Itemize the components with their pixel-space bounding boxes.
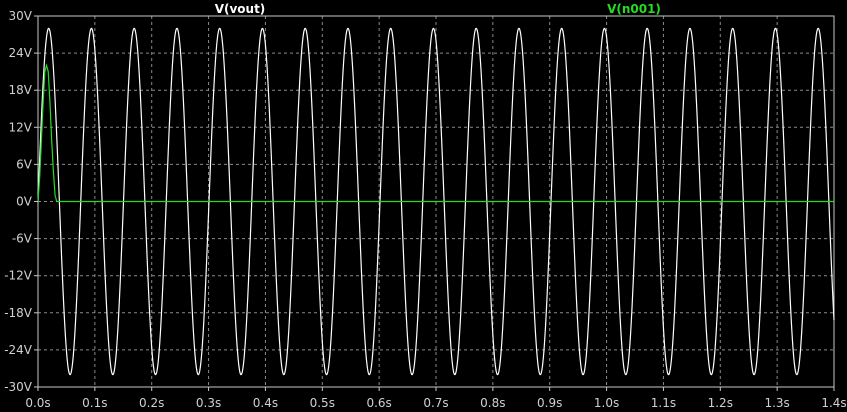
x-tick-label: 0.1s (82, 396, 107, 410)
y-tick-label: 30V (9, 9, 33, 23)
legend-n001: V(n001) (607, 2, 661, 16)
y-tick-label: 12V (9, 120, 33, 134)
series-line-n001 (37, 63, 834, 203)
y-tick-label: -6V (12, 232, 33, 246)
x-tick-label: 0.8s (480, 396, 505, 410)
x-axis-labels: 0.0s 0.1s 0.2s 0.3s 0.4s 0.5s 0.6s 0.7s 0.8s 0.9s… (25, 396, 846, 410)
y-tick-label: 6V (16, 157, 33, 171)
x-tick-label: 0.4s (253, 396, 278, 410)
axis-ticks (34, 15, 835, 391)
x-tick-label: 1.1s (651, 396, 676, 410)
y-tick-label: -30V (4, 380, 33, 394)
x-tick-label: 1.4s (821, 396, 846, 410)
y-tick-label: 24V (9, 46, 33, 60)
y-tick-label: -24V (4, 343, 33, 357)
y-tick-label: 18V (9, 83, 33, 97)
y-axis-labels: 30V 24V 18V 12V 6V 0V -6V -12V -18V -24V -30V (4, 9, 33, 394)
y-tick-label: 0V (16, 195, 33, 209)
y-tick-label: -12V (4, 269, 33, 283)
x-tick-label: 0.7s (423, 396, 448, 410)
x-tick-label: 1.0s (594, 396, 619, 410)
x-tick-label: 1.3s (764, 396, 789, 410)
series-layer (37, 27, 835, 376)
x-tick-label: 0.5s (310, 396, 335, 410)
x-tick-label: 0.9s (537, 396, 562, 410)
legend-vout: V(vout) (215, 2, 266, 16)
series-line-vout (37, 27, 835, 376)
x-tick-label: 0.3s (196, 396, 221, 410)
x-tick-label: 0.6s (366, 396, 391, 410)
x-tick-label: 1.2s (708, 396, 733, 410)
x-tick-label: 0.0s (25, 396, 50, 410)
x-tick-label: 0.2s (139, 396, 164, 410)
y-tick-label: -18V (4, 306, 33, 320)
